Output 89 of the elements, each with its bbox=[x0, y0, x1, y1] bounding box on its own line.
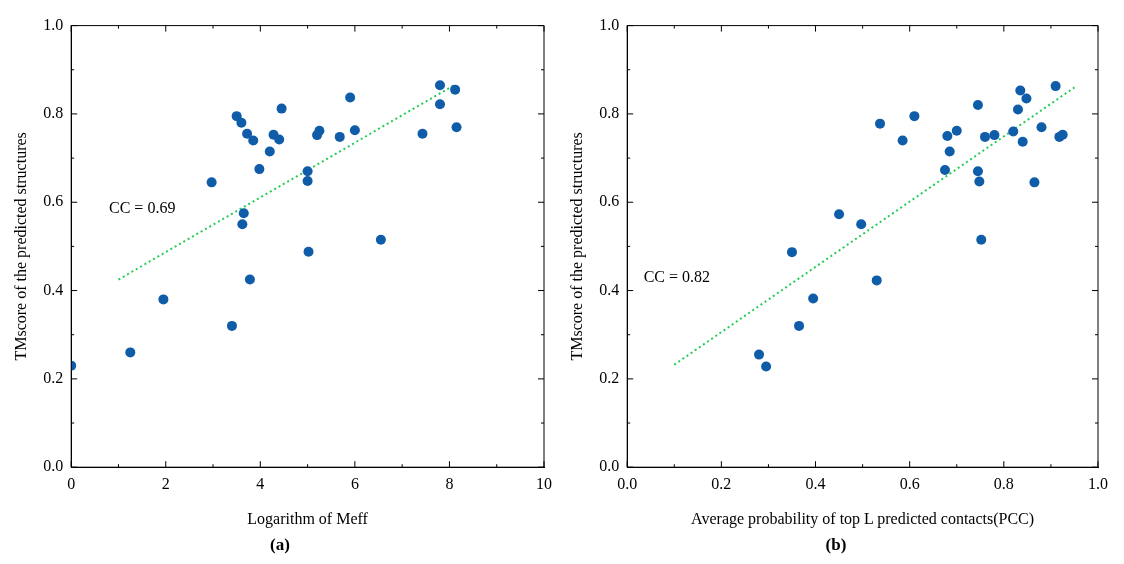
x-tick-label: 0 bbox=[67, 475, 76, 492]
point bbox=[1008, 126, 1019, 137]
point bbox=[980, 131, 991, 142]
point bbox=[206, 177, 217, 188]
point bbox=[231, 111, 242, 122]
x-tick-label: 0.6 bbox=[899, 475, 920, 492]
point bbox=[238, 208, 249, 219]
point bbox=[450, 84, 461, 95]
x-tick-label: 0.4 bbox=[805, 475, 826, 492]
point bbox=[334, 131, 345, 142]
point bbox=[303, 246, 314, 257]
point bbox=[254, 164, 265, 175]
point bbox=[786, 247, 797, 258]
x-tick-label: 10 bbox=[536, 475, 552, 492]
y-axis-title: TMscore of the predicted structures bbox=[567, 132, 586, 361]
point bbox=[794, 320, 805, 331]
point bbox=[434, 80, 445, 91]
point bbox=[909, 111, 920, 122]
point bbox=[754, 349, 765, 360]
x-axis-title: Average probability of top L predicted contacts(PCC) bbox=[691, 510, 1035, 529]
point bbox=[349, 125, 360, 136]
point bbox=[237, 219, 248, 230]
point bbox=[1050, 81, 1061, 92]
point bbox=[1012, 104, 1023, 115]
y-tick-label: 0.0 bbox=[599, 457, 620, 475]
point bbox=[1029, 177, 1040, 188]
point bbox=[1021, 93, 1032, 104]
point bbox=[972, 100, 983, 111]
point bbox=[1015, 85, 1026, 96]
point bbox=[242, 128, 253, 139]
point bbox=[244, 274, 255, 285]
annotation: CC = 0.82 bbox=[643, 267, 711, 285]
y-tick-label: 0.8 bbox=[43, 104, 64, 122]
y-tick-label: 0.2 bbox=[43, 369, 64, 387]
point bbox=[451, 122, 462, 133]
x-tick-label: 0.2 bbox=[711, 475, 732, 492]
point bbox=[158, 294, 169, 305]
y-tick-label: 0.0 bbox=[43, 457, 64, 475]
point bbox=[345, 92, 356, 103]
point bbox=[1017, 136, 1028, 147]
point bbox=[974, 176, 985, 187]
point bbox=[302, 166, 313, 177]
x-tick-label: 2 bbox=[161, 475, 170, 492]
point bbox=[417, 128, 428, 139]
text: (b) bbox=[825, 535, 847, 555]
point bbox=[856, 219, 867, 230]
point bbox=[951, 125, 962, 136]
point bbox=[314, 125, 325, 136]
point bbox=[875, 118, 886, 129]
point bbox=[276, 103, 287, 114]
y-tick-label: 1.0 bbox=[599, 15, 620, 33]
point bbox=[944, 146, 955, 157]
x-tick-label: 4 bbox=[256, 475, 265, 492]
point bbox=[125, 347, 136, 358]
x-tick-label: 8 bbox=[445, 475, 454, 492]
point bbox=[942, 131, 953, 141]
point bbox=[761, 361, 772, 372]
y-tick-label: 0.4 bbox=[43, 280, 64, 298]
point bbox=[226, 320, 237, 331]
point bbox=[375, 234, 386, 245]
point bbox=[434, 99, 445, 110]
point bbox=[236, 117, 247, 128]
point bbox=[1036, 122, 1047, 133]
point bbox=[897, 135, 908, 146]
point bbox=[274, 134, 285, 145]
point bbox=[248, 135, 259, 146]
y-tick-label: 0.4 bbox=[599, 280, 620, 298]
point bbox=[989, 130, 1000, 141]
x-tick-label: 0.0 bbox=[617, 475, 638, 492]
x-tick-label: 1.0 bbox=[1088, 475, 1108, 492]
point bbox=[939, 165, 950, 175]
point bbox=[302, 176, 313, 187]
x-tick-label: 6 bbox=[350, 475, 359, 492]
point bbox=[972, 166, 983, 177]
x-axis-title: Logarithm of Meff bbox=[247, 510, 369, 529]
annotation: CC = 0.69 bbox=[109, 199, 176, 217]
point bbox=[976, 234, 987, 245]
y-tick-label: 0.2 bbox=[599, 369, 620, 387]
point bbox=[871, 275, 882, 286]
y-tick-label: 0.8 bbox=[599, 104, 620, 122]
y-tick-label: 0.6 bbox=[599, 192, 620, 210]
point bbox=[264, 146, 275, 157]
point bbox=[808, 293, 819, 304]
point bbox=[834, 209, 845, 220]
y-tick-label: 1.0 bbox=[43, 15, 64, 33]
x-tick-label: 0.8 bbox=[993, 475, 1014, 492]
y-tick-label: 0.6 bbox=[43, 192, 64, 210]
text: (a) bbox=[270, 535, 290, 555]
y-axis-title: TMscore of the predicted structures bbox=[11, 132, 30, 361]
